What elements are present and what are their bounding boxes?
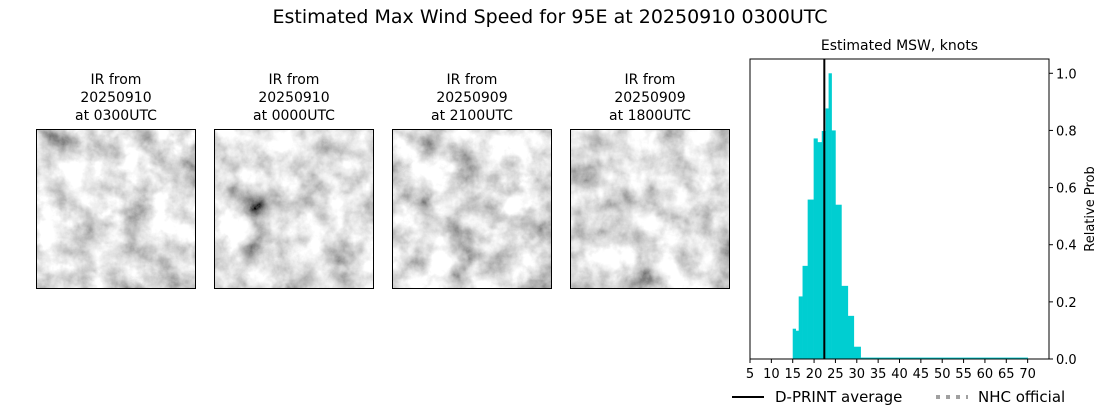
panel-label-line3: at 0300UTC bbox=[75, 108, 157, 124]
histogram-bar bbox=[802, 265, 808, 359]
histogram-bar bbox=[828, 73, 832, 360]
panel-label: IR from 20250910 at 0000UTC bbox=[204, 71, 384, 125]
legend-dprint-label: D-PRINT average bbox=[775, 388, 902, 406]
x-tick-label: 50 bbox=[934, 367, 951, 382]
histogram-bar bbox=[847, 315, 855, 359]
x-tick-label: 25 bbox=[827, 367, 844, 382]
ir-satellite-image bbox=[570, 129, 730, 289]
ir-satellite-image bbox=[392, 129, 552, 289]
panel-label-line3: at 0000UTC bbox=[253, 108, 335, 124]
x-tick-label: 60 bbox=[977, 367, 994, 382]
y-axis-label: Relative Prob bbox=[1083, 166, 1098, 251]
x-tick-label: 65 bbox=[998, 367, 1015, 382]
x-tick-label: 30 bbox=[849, 367, 866, 382]
legend-nhc-label: NHC official bbox=[978, 388, 1065, 406]
panel-label-line1: IR from bbox=[90, 72, 142, 88]
y-tick-label: 0.2 bbox=[1056, 296, 1077, 311]
x-tick-label: 10 bbox=[763, 367, 780, 382]
x-tick-label: 40 bbox=[891, 367, 908, 382]
panel-label-line2: 20250910 bbox=[258, 90, 330, 106]
panel-label-line1: IR from bbox=[268, 72, 320, 88]
histogram-bar bbox=[795, 330, 799, 359]
y-tick-label: 0.4 bbox=[1056, 239, 1077, 254]
histogram-bar bbox=[853, 346, 861, 359]
ir-satellite-image bbox=[36, 129, 196, 289]
y-tick-label: 0.6 bbox=[1056, 182, 1077, 197]
panel-label-line1: IR from bbox=[446, 72, 498, 88]
histogram-bar bbox=[825, 108, 829, 359]
x-tick-label: 70 bbox=[1019, 367, 1036, 382]
histogram-bar bbox=[831, 130, 836, 359]
panel-label: IR from 20250909 at 1800UTC bbox=[560, 71, 740, 125]
y-tick-label: 0.0 bbox=[1056, 353, 1077, 368]
axes-frame bbox=[749, 58, 1050, 360]
histogram-bar bbox=[798, 296, 803, 359]
panel-label-line3: at 1800UTC bbox=[609, 108, 691, 124]
y-tick-label: 1.0 bbox=[1056, 67, 1077, 82]
histogram-bar bbox=[817, 142, 823, 359]
panel-label-line1: IR from bbox=[624, 72, 676, 88]
figure-title: Estimated Max Wind Speed for 95E at 2025… bbox=[272, 6, 828, 28]
x-tick-label: 45 bbox=[913, 367, 930, 382]
panel-label-line2: 20250909 bbox=[614, 90, 686, 106]
panel-label: IR from 20250909 at 2100UTC bbox=[382, 71, 562, 125]
panel-label: IR from 20250910 at 0300UTC bbox=[26, 71, 206, 125]
x-tick-label: 20 bbox=[806, 367, 823, 382]
ir-satellite-image bbox=[214, 129, 374, 289]
histogram-bar bbox=[792, 328, 797, 359]
histogram-bar bbox=[835, 204, 842, 359]
x-tick-label: 35 bbox=[870, 367, 887, 382]
panel-label-line2: 20250909 bbox=[436, 90, 508, 106]
histogram-bar bbox=[807, 199, 814, 359]
x-tick-label: 5 bbox=[746, 367, 754, 382]
histogram-bar bbox=[860, 357, 1028, 359]
x-tick-label: 15 bbox=[784, 367, 801, 382]
panel-label-line3: at 2100UTC bbox=[431, 108, 513, 124]
y-tick-label: 0.8 bbox=[1056, 124, 1077, 139]
histogram-bar bbox=[841, 285, 849, 359]
x-tick-label: 55 bbox=[955, 367, 972, 382]
histogram-bar bbox=[813, 138, 818, 359]
chart-title: Estimated MSW, knots bbox=[821, 38, 978, 54]
panel-label-line2: 20250910 bbox=[80, 90, 152, 106]
